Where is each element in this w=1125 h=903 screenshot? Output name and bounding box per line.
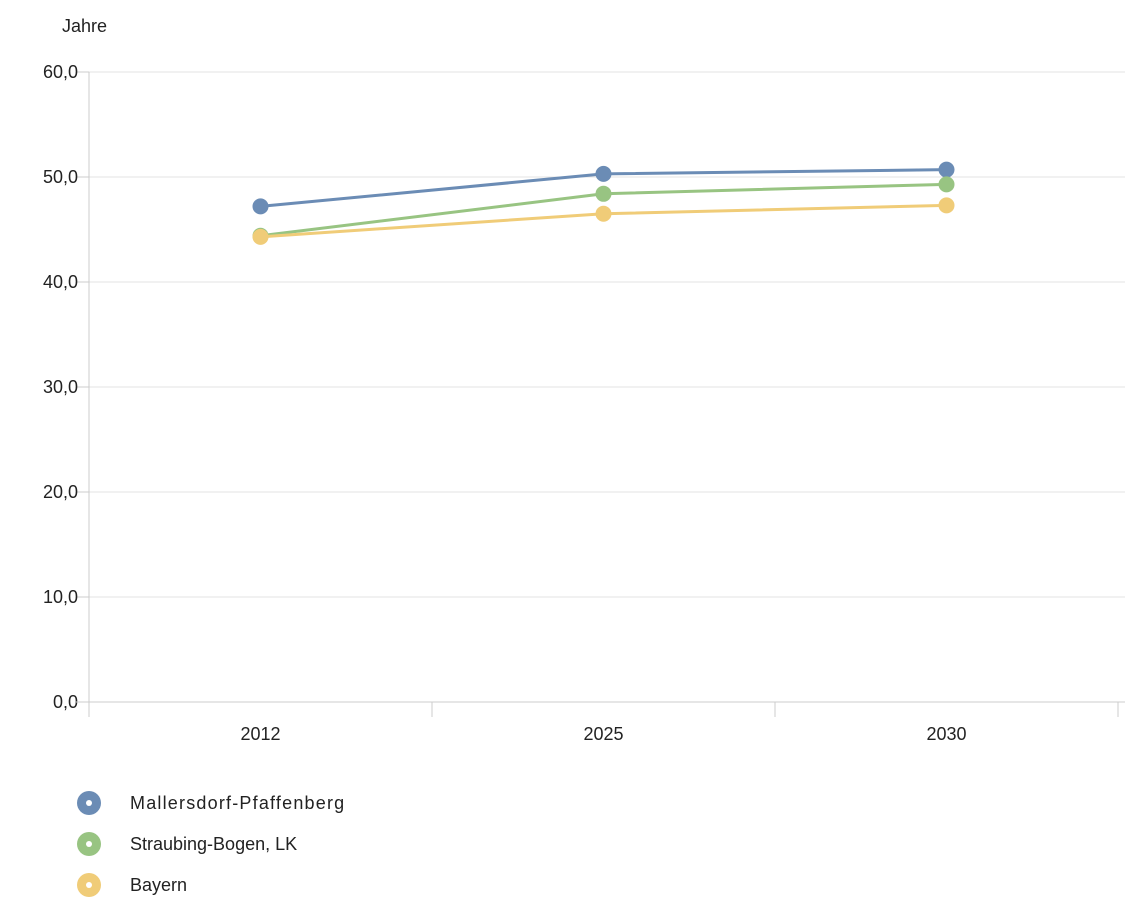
y-tick-label: 40,0	[43, 272, 78, 292]
legend-item[interactable]: Mallersdorf-Pfaffenberg	[77, 791, 345, 815]
data-point[interactable]	[595, 165, 612, 182]
axes: 0,0 10,0 20,0 30,0 40,0 50,0 60,0 2012 2025 2030	[43, 62, 1125, 744]
y-tick-label: 10,0	[43, 587, 78, 607]
legend-item[interactable]: Bayern	[77, 873, 187, 897]
data-point[interactable]	[938, 161, 955, 178]
series-group	[252, 161, 955, 215]
legend-label: Mallersdorf-Pfaffenberg	[130, 793, 345, 813]
data-point[interactable]	[252, 228, 269, 245]
y-tick-label: 50,0	[43, 167, 78, 187]
data-point[interactable]	[938, 176, 955, 193]
x-tick-label: 2025	[583, 724, 623, 744]
data-point[interactable]	[938, 197, 955, 214]
data-point[interactable]	[252, 198, 269, 215]
legend-marker-dot	[86, 841, 92, 847]
series-lines	[252, 161, 955, 245]
y-tick-label: 30,0	[43, 377, 78, 397]
data-point[interactable]	[595, 185, 612, 202]
legend-marker-dot	[86, 882, 92, 888]
gridlines	[89, 71, 1125, 598]
y-tick-label: 0,0	[53, 692, 78, 712]
y-tick-label: 20,0	[43, 482, 78, 502]
x-tick-label: 2012	[240, 724, 280, 744]
legend-label: Bayern	[130, 875, 187, 895]
legend-label: Straubing-Bogen, LK	[130, 834, 297, 854]
legend-item[interactable]: Straubing-Bogen, LK	[77, 832, 297, 856]
y-axis-unit-label: Jahre	[62, 16, 107, 36]
data-point[interactable]	[595, 205, 612, 222]
x-tick-label: 2030	[926, 724, 966, 744]
legend-marker-dot	[86, 800, 92, 806]
series-group	[252, 197, 955, 245]
y-tick-label: 60,0	[43, 62, 78, 82]
legend: Mallersdorf-Pfaffenberg Straubing-Bogen, …	[77, 791, 345, 897]
